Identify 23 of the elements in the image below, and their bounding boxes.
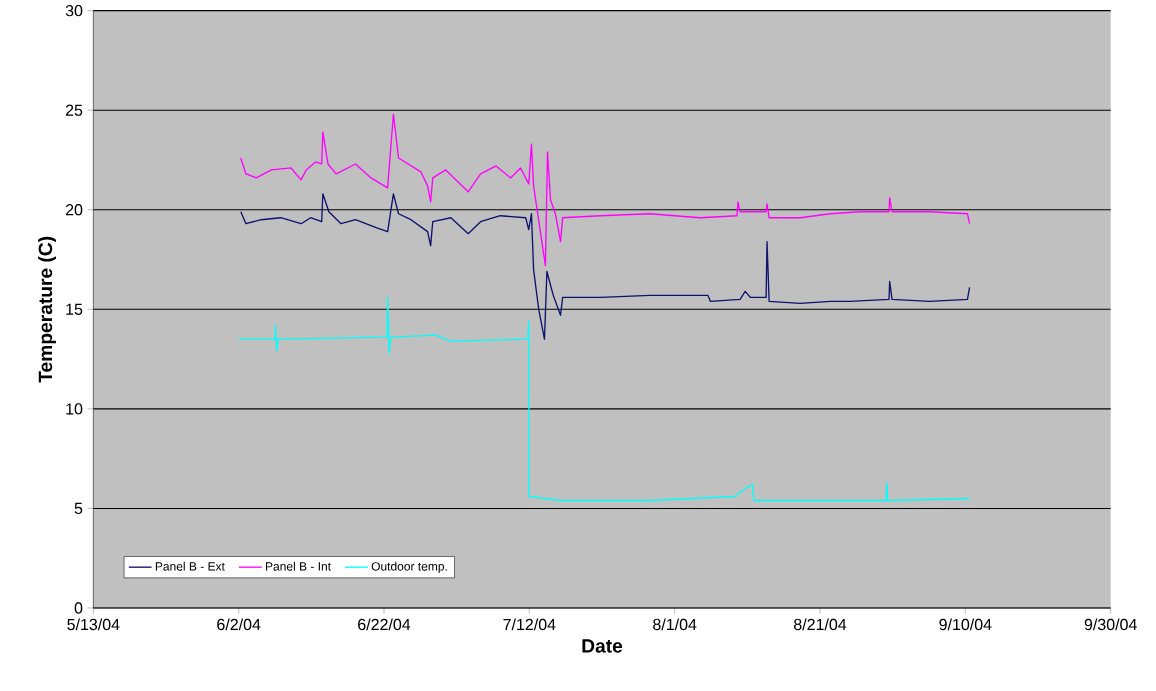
legend-label: Panel B - Int [265,561,331,571]
x-tick-label: 8/21/04 [794,618,847,631]
x-tick-label: 6/22/04 [358,618,411,631]
line-series [238,296,971,502]
legend-label: Outdoor temp. [371,561,447,574]
legend-label: Panel B - Ext [155,561,225,571]
y-tick-label: 25 [65,104,83,117]
x-tick-label: 9/30/04 [1084,618,1137,631]
line-series [240,113,971,267]
line-series [240,193,971,341]
x-tick-label: 8/1/04 [653,618,697,631]
y-tick-label: 20 [65,204,83,216]
x-axis-title: Date [582,639,623,653]
y-tick-label: 10 [66,403,83,415]
y-tick-label: 30 [65,5,83,17]
y-tick-label: 15 [66,303,83,316]
y-tick-label: 5 [74,503,83,515]
y-tick-label: 0 [74,602,83,614]
x-tick-label: 7/12/04 [503,618,556,631]
y-axis-title: Temperature (C) [38,237,56,383]
x-tick-label: 6/2/04 [217,618,261,631]
x-tick-label: 9/10/04 [939,618,992,631]
x-tick-label: 5/13/04 [67,618,120,631]
